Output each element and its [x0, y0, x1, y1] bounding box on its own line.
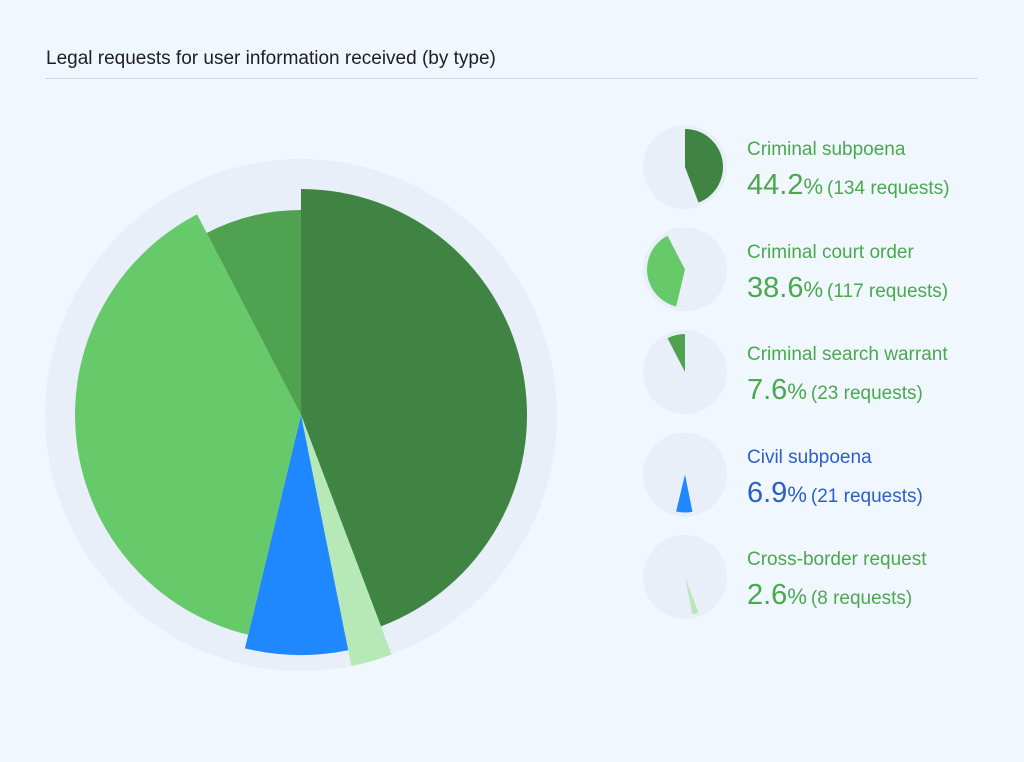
pie-slice-criminal-search-warrant	[206, 210, 301, 415]
legend-percent-sign: %	[787, 481, 807, 507]
legend-count: (21 requests)	[810, 485, 923, 507]
pie-slice-criminal-court-order	[74, 214, 301, 635]
legend-mini-pie-slice	[685, 577, 699, 615]
legend-percent-sign: %	[787, 379, 807, 404]
chart-title: Legal requests for user information rece…	[46, 48, 496, 69]
legend-label: Cross-border request	[747, 549, 927, 570]
legend-percent-sign: %	[803, 174, 824, 199]
legend-count: (134 requests)	[827, 178, 950, 199]
legend-mini-pie-slice	[667, 334, 685, 372]
legend-count: (117 requests)	[827, 280, 949, 302]
legend-percent-sign: %	[803, 276, 824, 302]
legend-item: Cross-border request 2.6% (8 requests)	[747, 549, 927, 612]
legend-item: Criminal search warrant 7.6% (23 requests…	[747, 344, 948, 407]
legend-percent-sign: %	[787, 584, 807, 609]
legend-label: Criminal court order	[747, 241, 914, 263]
title-divider	[45, 78, 978, 79]
legend-label: Criminal subpoena	[747, 139, 906, 160]
legend-item: Civil subpoena 6.9% (21 requests)	[747, 447, 923, 510]
legend-count: (8 requests)	[810, 588, 913, 609]
legend-label: Criminal search warrant	[747, 344, 948, 365]
legend-percent: 2.6	[747, 579, 788, 611]
legend-mini-pie-slice	[647, 235, 685, 307]
legend-mini-pie-slice	[685, 129, 723, 203]
legend-percent: 38.6	[747, 271, 804, 304]
legend-percent: 44.2	[747, 169, 804, 201]
legend-label: Civil subpoena	[747, 446, 872, 468]
legend-percent: 6.9	[747, 476, 788, 509]
legend-mini-pie-slice	[676, 474, 693, 513]
legend-item: Criminal subpoena 44.2% (134 requests)	[747, 139, 950, 202]
pie-slice-cross-border-request	[301, 415, 392, 666]
pie-slice-civil-subpoena	[244, 415, 349, 655]
legend-percent: 7.6	[747, 374, 788, 406]
pie-slice-criminal-subpoena	[301, 188, 528, 627]
legend-item: Criminal court order 38.6% (117 requests)	[747, 242, 948, 305]
legend-count: (23 requests)	[810, 383, 923, 404]
